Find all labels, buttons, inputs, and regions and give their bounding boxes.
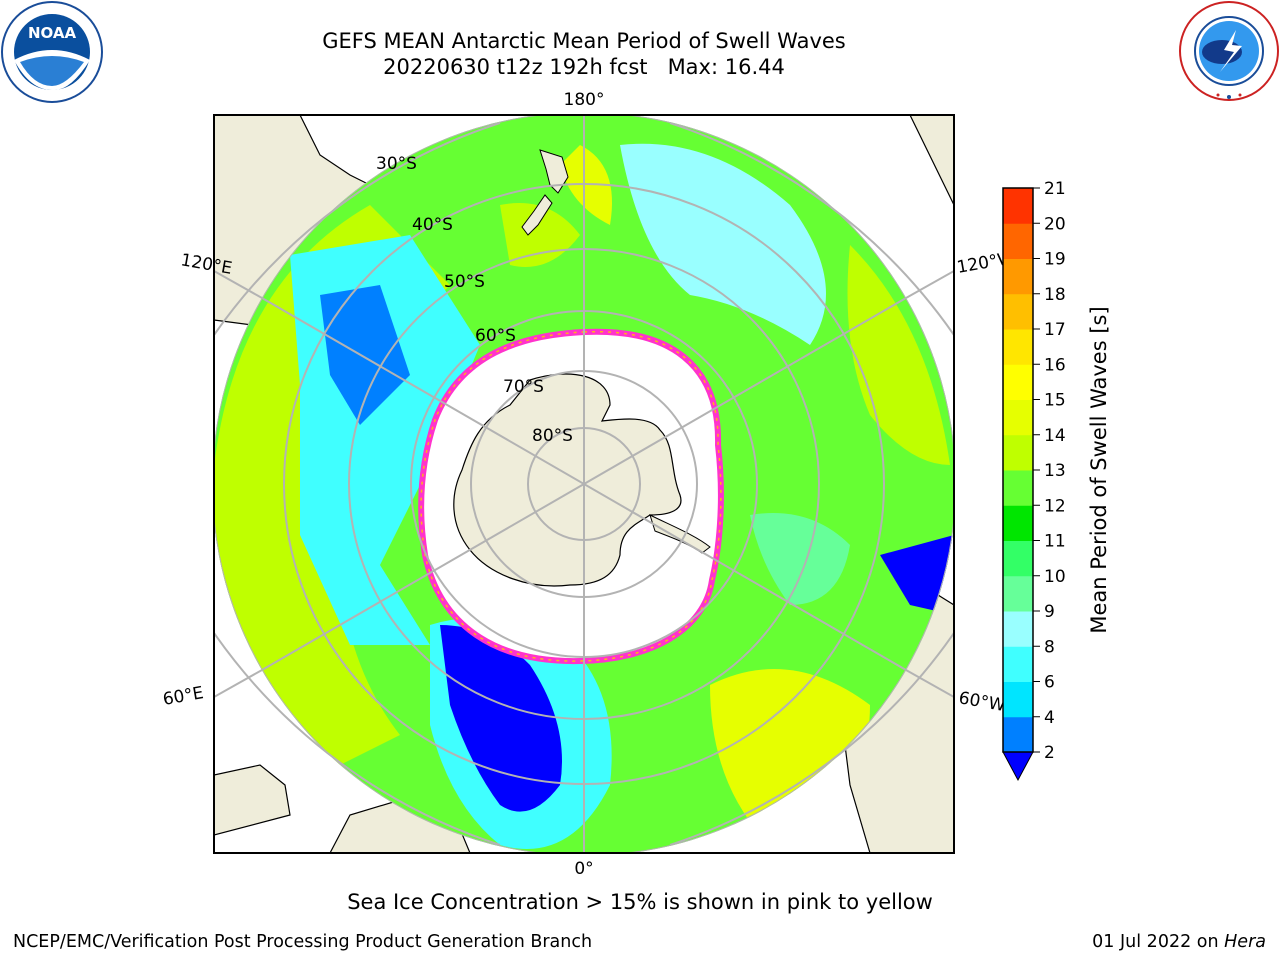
colorbar-label: Mean Period of Swell Waves [s]	[1087, 306, 1111, 633]
colorbar-tick-label: 19	[1044, 250, 1066, 270]
colorbar-tick-label: 20	[1044, 214, 1066, 234]
footer-host: Hera	[1224, 932, 1266, 952]
colorbar: 2 4 6 8 9 10 11 12 13 14 15 16 17 18 19 20 21 Mean Perio…	[1002, 180, 1111, 782]
colorbar-cell	[1003, 399, 1033, 436]
lat-label-40s: 40°S	[412, 215, 453, 235]
colorbar-cell	[1003, 540, 1033, 577]
colorbar-cell	[1003, 575, 1033, 612]
colorbar-tick-label: 12	[1044, 496, 1066, 516]
map-subtitle: 20220630 t12z 192h fcst Max: 16.44	[383, 55, 785, 79]
colorbar-cell	[1003, 364, 1033, 400]
colorbar-tick-label: 10	[1044, 567, 1066, 587]
colorbar-under-triangle	[1002, 751, 1034, 782]
colorbar-cell	[1003, 188, 1033, 224]
colorbar-tick-label: 2	[1044, 743, 1055, 763]
footer-date: 01 Jul 2022 on Hera	[1092, 932, 1266, 952]
colorbar-tick-label: 16	[1044, 355, 1066, 375]
colorbar-tick-label: 9	[1044, 602, 1055, 622]
lat-label-50s: 50°S	[444, 272, 485, 292]
graticule-outer	[214, 122, 954, 846]
colorbar-cell	[1003, 223, 1033, 259]
lat-label-60s: 60°S	[475, 326, 516, 346]
colorbar-cell	[1003, 470, 1033, 506]
colorbar-tick-label: 18	[1044, 285, 1066, 305]
new-zealand	[521, 149, 569, 236]
colorbar-tick-label: 11	[1044, 532, 1066, 552]
graticule	[214, 115, 954, 853]
footer-date-text: 01 Jul 2022 on	[1092, 932, 1225, 952]
lon-label-180: 180°	[564, 90, 605, 110]
colorbar-cells	[1003, 188, 1033, 753]
map-frame	[213, 114, 955, 854]
colorbar-tick-label: 13	[1044, 461, 1066, 481]
map-frame-content	[214, 115, 954, 853]
sea-ice-caption: Sea Ice Concentration > 15% is shown in …	[347, 890, 933, 914]
colorbar-cell	[1003, 646, 1033, 682]
antarctica	[453, 373, 682, 587]
colorbar-cell	[1003, 505, 1033, 541]
colorbar-tick-label: 15	[1044, 391, 1066, 411]
lon-label-0: 0°	[574, 859, 593, 879]
colorbar-cell	[1003, 611, 1033, 647]
colorbar-ticks: 2 4 6 8 9 10 11 12 13 14 15 16 17 18 19 20 21	[1033, 180, 1066, 763]
footer-org: NCEP/EMC/Verification Post Processing Pr…	[13, 932, 593, 952]
colorbar-cell	[1003, 258, 1033, 295]
colorbar-cell	[1003, 681, 1033, 718]
polar-map: 180° 0° 120°E 60°E 120°W 60°W 30°S 40°S …	[161, 90, 1016, 879]
colorbar-cell	[1003, 293, 1033, 330]
map-title: GEFS MEAN Antarctic Mean Period of Swell…	[322, 29, 846, 53]
lat-label-30s: 30°S	[376, 154, 417, 174]
lon-label-60e: 60°E	[161, 683, 205, 710]
colorbar-tick-label: 21	[1044, 180, 1066, 199]
lat-label-70s: 70°S	[503, 377, 544, 397]
colorbar-cell	[1003, 716, 1033, 753]
colorbar-tick-label: 14	[1044, 426, 1066, 446]
noaa-logo-icon: NOAA	[1, 1, 103, 103]
colorbar-tick-label: 6	[1044, 673, 1055, 693]
colorbar-cell	[1003, 434, 1033, 471]
noaa-logo-text: NOAA	[28, 24, 77, 42]
colorbar-tick-label: 4	[1044, 708, 1055, 728]
colorbar-cell	[1003, 329, 1033, 365]
nws-logo-icon	[1179, 1, 1279, 101]
colorbar-tick-label: 17	[1044, 320, 1066, 340]
lat-label-80s: 80°S	[532, 426, 573, 446]
colorbar-tick-label: 8	[1044, 637, 1055, 657]
